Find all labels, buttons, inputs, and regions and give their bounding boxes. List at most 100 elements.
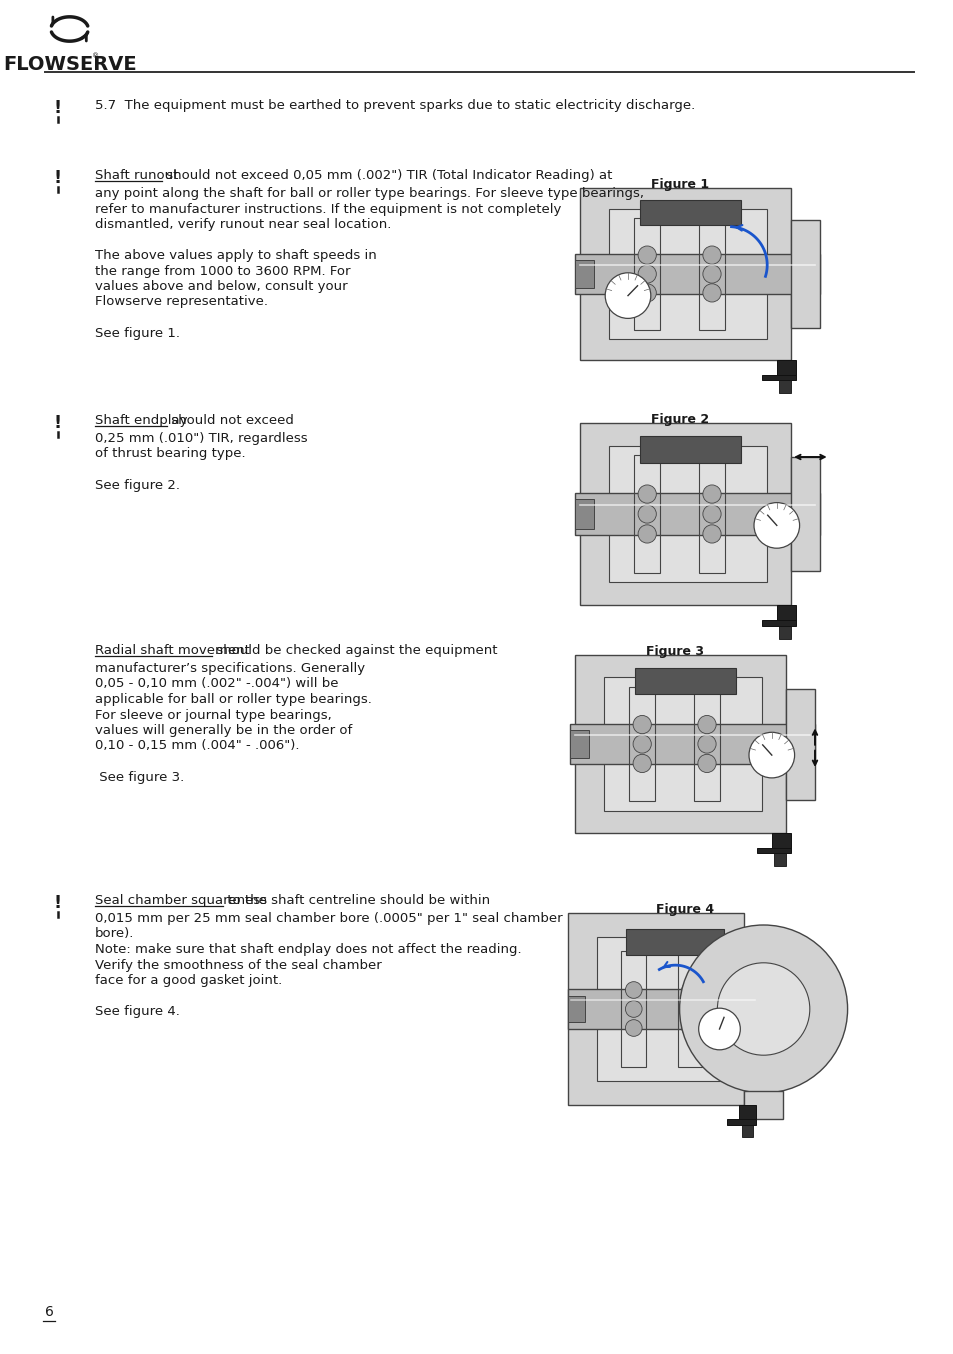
Bar — [693, 686, 720, 802]
Bar — [620, 951, 645, 1067]
Circle shape — [717, 963, 809, 1055]
Text: The above values apply to shaft speeds in: The above values apply to shaft speeds i… — [95, 249, 376, 263]
Text: manufacturer’s specifications. Generally: manufacturer’s specifications. Generally — [95, 662, 365, 676]
Circle shape — [625, 1020, 641, 1036]
Circle shape — [681, 1020, 698, 1036]
Text: 0,05 - 0,10 mm (.002" -.004") will be: 0,05 - 0,10 mm (.002" -.004") will be — [95, 677, 338, 691]
Text: !: ! — [54, 99, 62, 116]
Bar — [776, 605, 795, 620]
Text: Shaft runout: Shaft runout — [95, 169, 178, 181]
Text: Figure 2: Figure 2 — [650, 413, 708, 425]
Circle shape — [604, 272, 650, 318]
Bar — [567, 997, 584, 1022]
Bar — [639, 200, 740, 225]
Circle shape — [625, 1001, 641, 1017]
Bar — [575, 655, 785, 833]
Text: !: ! — [54, 169, 62, 187]
Bar — [785, 688, 814, 799]
Text: should not exceed 0,05 mm (.002") TIR (Total Indicator Reading) at: should not exceed 0,05 mm (.002") TIR (T… — [161, 169, 611, 181]
Bar — [575, 500, 594, 528]
Text: Note: make sure that shaft endplay does not affect the reading.: Note: make sure that shaft endplay does … — [95, 942, 521, 956]
Circle shape — [633, 715, 651, 734]
Text: Shaft endplay: Shaft endplay — [95, 414, 188, 427]
Circle shape — [702, 246, 720, 264]
Circle shape — [625, 982, 641, 998]
Circle shape — [638, 284, 656, 302]
Bar — [757, 848, 790, 853]
Text: any point along the shaft for ball or roller type bearings. For sleeve type bear: any point along the shaft for ball or ro… — [95, 187, 643, 200]
Circle shape — [748, 733, 794, 779]
Text: values above and below, consult your: values above and below, consult your — [95, 280, 347, 292]
Bar — [603, 677, 761, 811]
Text: !: ! — [54, 894, 62, 913]
Circle shape — [702, 525, 720, 543]
Text: 0,015 mm per 25 mm seal chamber bore (.0005" per 1" seal chamber: 0,015 mm per 25 mm seal chamber bore (.0… — [95, 913, 562, 925]
Circle shape — [633, 754, 651, 773]
Bar — [761, 620, 795, 626]
Bar — [579, 422, 790, 605]
Circle shape — [681, 1001, 698, 1017]
Bar — [626, 929, 723, 955]
Bar — [639, 436, 740, 463]
Bar — [678, 951, 701, 1067]
Bar — [740, 1125, 752, 1137]
Text: See figure 4.: See figure 4. — [95, 1005, 180, 1018]
Bar — [579, 188, 790, 360]
Text: 0,10 - 0,15 mm (.004" - .006").: 0,10 - 0,15 mm (.004" - .006"). — [95, 739, 299, 753]
Bar — [790, 219, 820, 328]
Bar — [575, 260, 594, 288]
Bar — [608, 210, 766, 338]
Text: !: ! — [54, 414, 62, 432]
Circle shape — [702, 265, 720, 283]
Bar — [698, 455, 724, 573]
Text: See figure 2.: See figure 2. — [95, 478, 180, 492]
Text: Figure 1: Figure 1 — [650, 177, 708, 191]
Text: Verify the smoothness of the seal chamber: Verify the smoothness of the seal chambe… — [95, 959, 381, 972]
Text: should not exceed: should not exceed — [167, 414, 294, 427]
Text: dismantled, verify runout near seal location.: dismantled, verify runout near seal loca… — [95, 218, 391, 232]
Text: the range from 1000 to 3600 RPM. For: the range from 1000 to 3600 RPM. For — [95, 264, 350, 278]
Text: For sleeve or journal type bearings,: For sleeve or journal type bearings, — [95, 708, 332, 722]
Text: Figure 3: Figure 3 — [645, 646, 703, 658]
Circle shape — [633, 735, 651, 753]
Text: face for a good gasket joint.: face for a good gasket joint. — [95, 974, 282, 987]
Circle shape — [698, 715, 716, 734]
Circle shape — [702, 284, 720, 302]
Circle shape — [698, 754, 716, 773]
Circle shape — [702, 505, 720, 523]
Circle shape — [679, 925, 846, 1093]
Bar — [634, 218, 659, 330]
Bar — [698, 218, 724, 330]
Text: bore).: bore). — [95, 927, 134, 941]
Bar — [726, 1118, 756, 1125]
Circle shape — [681, 982, 698, 998]
Text: values will generally be in the order of: values will generally be in the order of — [95, 724, 352, 737]
Circle shape — [638, 246, 656, 264]
Text: 0,25 mm (.010") TIR, regardless: 0,25 mm (.010") TIR, regardless — [95, 432, 307, 445]
Text: Seal chamber squareness: Seal chamber squareness — [95, 894, 267, 907]
Bar — [790, 458, 820, 571]
Bar — [774, 853, 785, 867]
Bar — [575, 493, 820, 535]
Bar — [570, 723, 814, 765]
Bar — [743, 1091, 782, 1118]
Text: Radial shaft movement: Radial shaft movement — [95, 645, 250, 657]
Bar — [597, 937, 723, 1080]
Bar — [570, 730, 589, 758]
Bar — [771, 833, 790, 848]
Bar — [739, 1105, 756, 1118]
Text: to the shaft centreline should be within: to the shaft centreline should be within — [222, 894, 489, 907]
Text: of thrust bearing type.: of thrust bearing type. — [95, 448, 245, 460]
Text: applicable for ball or roller type bearings.: applicable for ball or roller type beari… — [95, 693, 372, 705]
Text: 6: 6 — [45, 1305, 53, 1319]
Circle shape — [638, 265, 656, 283]
Bar — [635, 668, 735, 695]
Circle shape — [698, 1009, 740, 1049]
Circle shape — [638, 485, 656, 504]
Bar — [634, 455, 659, 573]
Bar — [761, 375, 795, 380]
Bar — [575, 255, 820, 294]
Text: Flowserve representative.: Flowserve representative. — [95, 295, 268, 309]
Circle shape — [638, 505, 656, 523]
Circle shape — [698, 735, 716, 753]
